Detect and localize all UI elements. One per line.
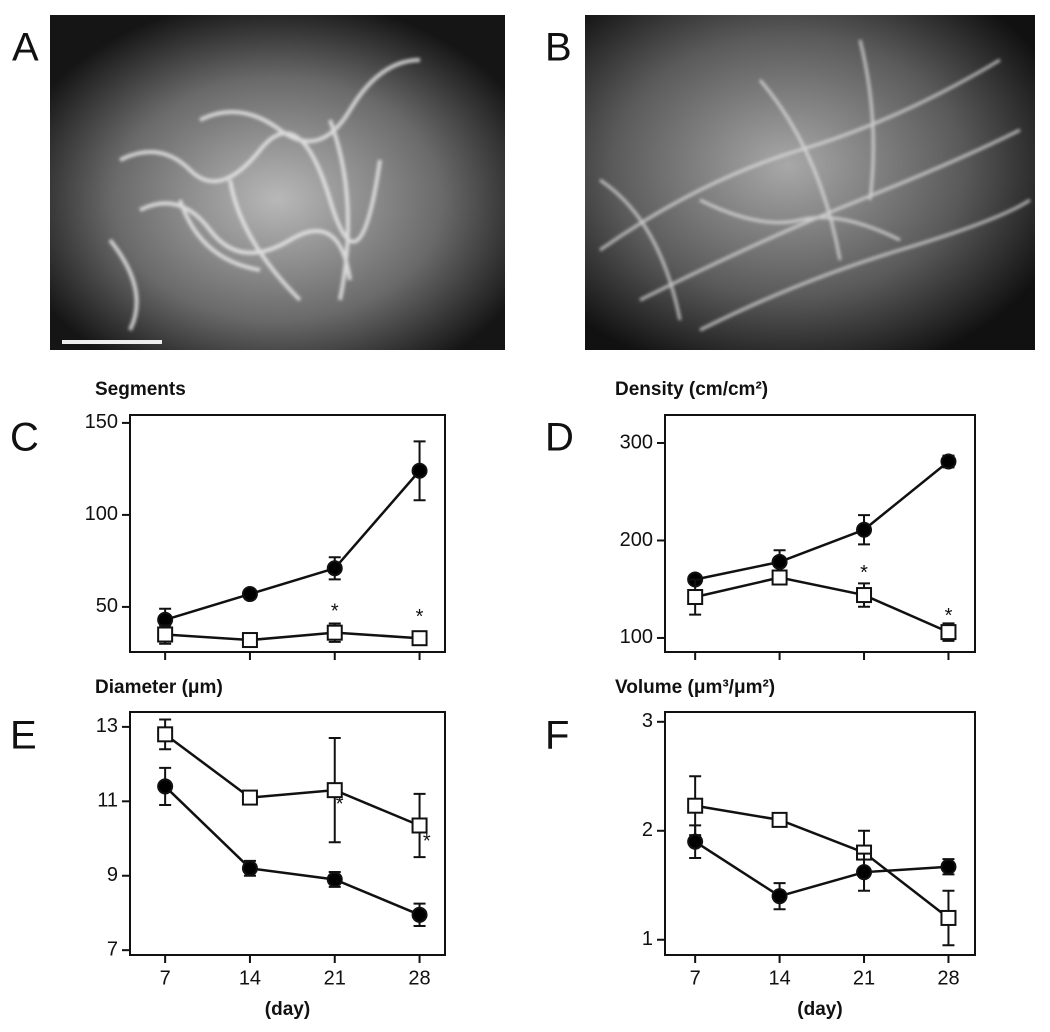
point xyxy=(856,864,873,881)
x-tick-label: 28 xyxy=(408,967,430,989)
point xyxy=(411,817,428,834)
plot-frame xyxy=(129,711,446,956)
point xyxy=(326,560,343,577)
point xyxy=(687,589,704,606)
panel-label: B xyxy=(545,26,572,70)
series-line xyxy=(694,460,950,581)
series-line xyxy=(164,785,421,916)
point xyxy=(771,888,788,905)
point xyxy=(411,906,428,923)
point xyxy=(157,726,174,743)
y-tick-label: 13 xyxy=(96,715,118,737)
x-tick-label: 7 xyxy=(160,967,171,989)
point xyxy=(157,626,174,643)
annotation: * xyxy=(860,562,868,584)
x-tick-label: 14 xyxy=(768,967,790,989)
y-tick-label: 100 xyxy=(85,503,118,525)
series-line xyxy=(694,576,949,634)
point xyxy=(940,858,957,875)
series-line xyxy=(694,804,950,919)
point xyxy=(687,833,704,850)
x-tick-label: 7 xyxy=(690,967,701,989)
plot-frame xyxy=(129,414,446,653)
point xyxy=(241,632,258,649)
point xyxy=(241,860,258,877)
point xyxy=(326,624,343,641)
y-tick-label: 200 xyxy=(620,529,653,551)
point xyxy=(856,587,873,604)
y-tick-label: 3 xyxy=(642,710,653,732)
x-tick-label: 14 xyxy=(239,967,261,989)
point xyxy=(856,521,873,538)
series-line xyxy=(165,631,420,642)
y-tick-label: 11 xyxy=(97,790,118,812)
series-line xyxy=(164,469,421,621)
point xyxy=(411,462,428,479)
x-axis-label: (day) xyxy=(265,999,310,1020)
panel-label: C xyxy=(10,416,39,460)
point xyxy=(326,871,343,888)
point xyxy=(241,789,258,806)
series-line xyxy=(164,733,421,827)
y-tick-label: 1 xyxy=(642,928,653,950)
point xyxy=(940,909,957,926)
panel-label: A xyxy=(12,26,39,70)
annotation: * xyxy=(423,831,431,853)
point xyxy=(411,630,428,647)
y-tick-label: 300 xyxy=(620,431,653,453)
annotation: * xyxy=(331,601,339,623)
point xyxy=(241,586,258,603)
point xyxy=(157,778,174,795)
panel-label: F xyxy=(545,714,569,758)
panel-label: D xyxy=(545,416,574,460)
plot-frame xyxy=(664,711,976,956)
y-tick-label: 50 xyxy=(96,595,118,617)
point xyxy=(687,797,704,814)
point xyxy=(940,624,957,641)
point xyxy=(771,811,788,828)
chart-title: Diameter (μm) xyxy=(95,677,223,698)
micrograph-a xyxy=(50,15,505,350)
y-tick-label: 7 xyxy=(107,938,118,960)
chart-title: Volume (μm³/μm²) xyxy=(615,677,775,698)
y-tick-label: 9 xyxy=(107,864,118,886)
point xyxy=(326,782,343,799)
x-tick-label: 21 xyxy=(324,967,346,989)
annotation: * xyxy=(945,605,953,627)
annotation: * xyxy=(416,606,424,628)
x-tick-label: 28 xyxy=(937,967,959,989)
chart-title: Density (cm/cm²) xyxy=(615,379,768,400)
x-tick-label: 21 xyxy=(853,967,875,989)
point xyxy=(771,553,788,570)
plot-frame xyxy=(664,414,976,653)
micrograph-b xyxy=(585,15,1035,350)
point xyxy=(771,569,788,586)
series-line xyxy=(694,840,949,898)
y-tick-label: 2 xyxy=(642,819,653,841)
panel-label: E xyxy=(10,714,37,758)
y-tick-label: 100 xyxy=(620,626,653,648)
y-tick-label: 150 xyxy=(85,411,118,433)
x-axis-label: (day) xyxy=(797,999,842,1020)
point xyxy=(940,453,957,470)
annotation: * xyxy=(336,793,344,815)
chart-title: Segments xyxy=(95,379,186,400)
